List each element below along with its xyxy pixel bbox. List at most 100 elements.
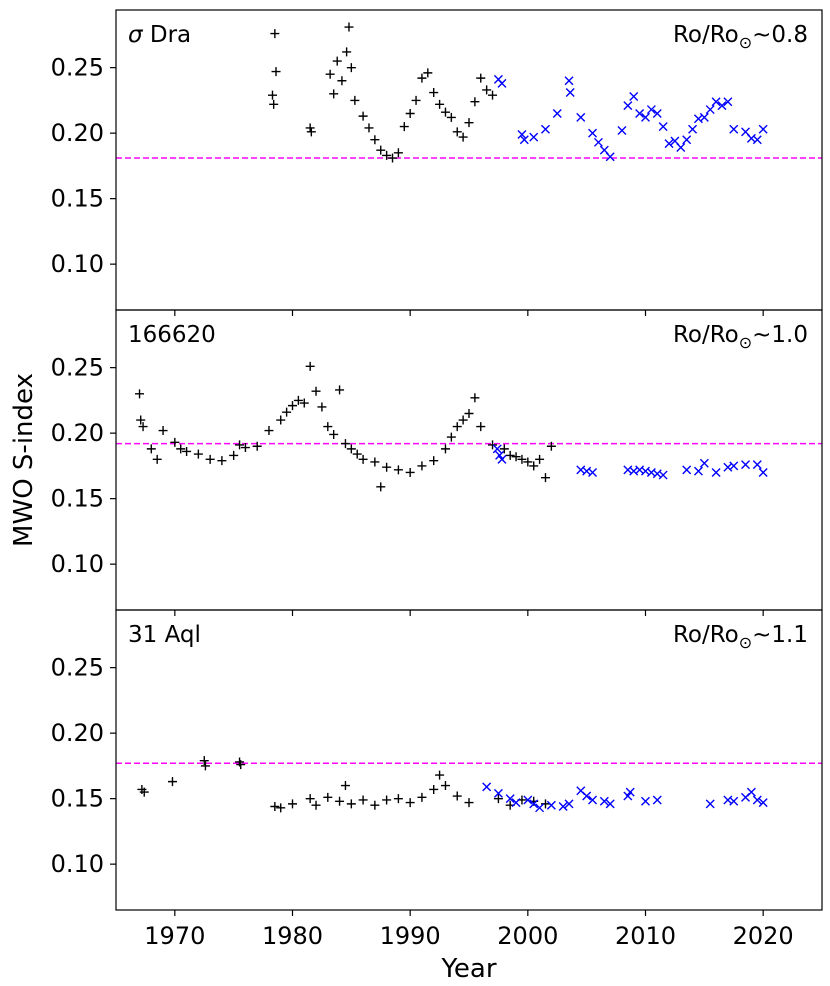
data-point-plus	[170, 437, 180, 447]
rossby-label: Ro/Ro⊙~0.8	[673, 22, 808, 52]
data-point-cross	[564, 799, 574, 809]
data-point-cross	[529, 132, 539, 142]
data-point-plus	[382, 462, 392, 472]
data-point-cross	[758, 467, 768, 477]
data-point-plus	[167, 777, 177, 787]
data-point-plus	[405, 467, 415, 477]
y-tick-label: 0.25	[51, 654, 104, 682]
data-point-plus	[499, 444, 509, 454]
data-point-plus	[199, 756, 209, 766]
data-point-plus	[488, 90, 498, 100]
data-point-cross	[646, 467, 656, 477]
data-point-cross	[511, 798, 521, 808]
data-point-plus	[440, 107, 450, 117]
data-point-cross	[705, 105, 715, 115]
data-point-plus	[417, 792, 427, 802]
data-point-plus	[346, 63, 356, 73]
data-point-cross	[635, 465, 645, 475]
data-point-cross	[693, 466, 703, 476]
data-point-plus	[488, 440, 498, 450]
data-point-plus	[193, 449, 203, 459]
data-point-cross	[582, 466, 592, 476]
data-point-plus	[399, 122, 409, 132]
data-point-plus	[335, 385, 345, 395]
series-cross-markers	[493, 74, 768, 162]
y-tick-label: 0.20	[51, 719, 104, 747]
data-point-plus	[440, 781, 450, 791]
data-point-cross	[711, 467, 721, 477]
data-point-plus	[352, 449, 362, 459]
data-point-cross	[552, 108, 562, 118]
data-point-plus	[329, 429, 339, 439]
data-point-cross	[623, 465, 633, 475]
data-point-cross	[658, 122, 668, 132]
data-point-cross	[658, 470, 668, 480]
data-point-plus	[329, 89, 339, 99]
data-point-plus	[235, 440, 245, 450]
data-point-plus	[458, 415, 468, 425]
data-point-cross	[646, 105, 656, 115]
data-point-plus	[305, 123, 315, 133]
data-point-plus	[236, 760, 246, 770]
data-point-plus	[240, 443, 250, 453]
data-point-cross	[641, 112, 650, 122]
data-point-plus	[317, 402, 327, 412]
data-point-plus	[152, 454, 162, 464]
data-point-plus	[138, 422, 148, 432]
data-point-plus	[270, 29, 280, 39]
data-point-plus	[493, 794, 503, 804]
y-tick-label: 0.10	[51, 850, 104, 878]
x-tick-label: 2000	[497, 922, 558, 950]
panel-frame	[115, 9, 823, 311]
data-point-plus	[476, 73, 486, 83]
data-point-plus	[344, 22, 354, 32]
y-tick-label: 0.20	[51, 419, 104, 447]
y-tick-label: 0.25	[51, 54, 104, 82]
data-point-plus	[540, 799, 550, 809]
data-point-plus	[252, 441, 262, 451]
panel-3: 0.10 0.15 0.20 0.25 31 Aql Ro/Ro⊙~1.1	[51, 609, 823, 916]
data-point-cross	[617, 126, 627, 136]
x-axis-label: Year	[440, 954, 496, 984]
data-point-plus	[276, 415, 286, 425]
data-point-plus	[464, 798, 474, 808]
data-point-cross	[492, 444, 502, 454]
data-point-cross	[723, 795, 733, 805]
data-point-plus	[282, 407, 292, 417]
data-point-plus	[217, 456, 227, 466]
data-point-plus	[535, 454, 545, 464]
series-cross-markers	[492, 444, 768, 480]
data-point-cross	[576, 465, 586, 475]
data-point-cross	[741, 460, 751, 470]
data-point-plus	[470, 393, 480, 403]
data-point-cross	[688, 124, 698, 134]
data-point-cross	[682, 465, 692, 475]
data-point-cross	[752, 795, 762, 805]
series-plus-markers	[137, 756, 550, 813]
data-point-cross	[497, 78, 507, 88]
data-point-plus	[305, 794, 315, 804]
data-point-cross	[588, 128, 598, 138]
data-point-cross	[682, 135, 692, 145]
data-point-plus	[358, 454, 368, 464]
data-point-cross	[652, 795, 662, 805]
data-point-plus	[158, 426, 168, 436]
data-point-plus	[429, 456, 439, 466]
data-point-plus	[136, 415, 146, 425]
data-point-cross	[519, 135, 529, 145]
data-point-plus	[446, 432, 456, 442]
data-point-cross	[505, 794, 515, 804]
data-point-cross	[746, 787, 756, 797]
data-point-plus	[325, 69, 335, 79]
data-point-cross	[752, 460, 762, 470]
data-point-plus	[470, 97, 480, 107]
data-point-plus	[305, 361, 315, 371]
data-point-cross	[752, 135, 762, 145]
data-point-plus	[411, 95, 421, 105]
data-point-plus	[139, 787, 149, 797]
data-point-plus	[429, 784, 439, 794]
data-point-cross	[758, 124, 768, 134]
data-point-cross	[605, 799, 615, 809]
x-tick-label: 2010	[615, 922, 676, 950]
